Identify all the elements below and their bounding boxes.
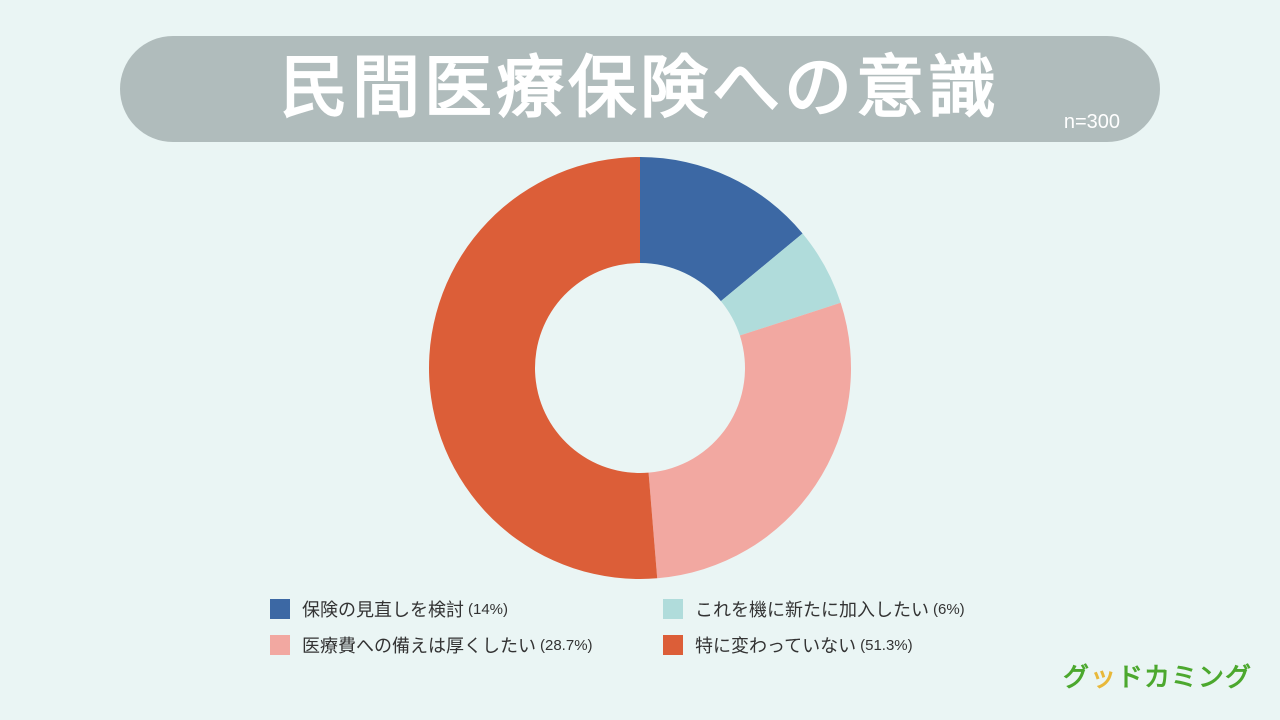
chart-title: 民間医療保険への意識: [279, 49, 1000, 128]
legend-percent: (6%): [933, 600, 965, 618]
legend-swatch: [663, 635, 683, 655]
legend-label: これを機に新たに加入したい: [695, 600, 929, 621]
slice-review: [640, 157, 803, 302]
slice-no-change: [429, 157, 658, 579]
donut-slices: [429, 157, 851, 579]
sample-size: n=300: [1063, 111, 1120, 133]
legend-item-review: 保険の見直しを検討 (14%): [270, 597, 663, 621]
legend-label: 特に変わっていない: [695, 636, 857, 657]
chart-legend: 保険の見直しを検討 (14%) これを機に新たに加入したい (6%) 医療費への…: [270, 597, 1030, 657]
title-banner: 民間医療保険への意識 n=300: [120, 36, 1160, 142]
slice-new-enroll: [720, 233, 841, 336]
legend-swatch: [663, 599, 683, 619]
brand-logo-text: グ: [1062, 663, 1090, 693]
brand-logo-text-rest: ドカミング: [1116, 663, 1252, 693]
legend-percent: (28.7%): [540, 636, 593, 654]
legend-swatch: [270, 599, 290, 619]
legend-item-medical-costs: 医療費への備えは厚くしたい (28.7%): [270, 633, 663, 657]
legend-label: 医療費への備えは厚くしたい: [302, 636, 536, 657]
brand-logo-accent: ッ: [1089, 663, 1117, 693]
legend-item-new-enroll: これを機に新たに加入したい (6%): [663, 597, 1023, 621]
legend-item-no-change: 特に変わっていない (51.3%): [663, 633, 1023, 657]
legend-label: 保険の見直しを検討: [302, 600, 464, 621]
legend-percent: (51.3%): [860, 636, 913, 654]
slice-medical-costs: [648, 302, 851, 579]
brand-logo: グッドカミング: [1063, 657, 1252, 694]
legend-swatch: [270, 635, 290, 655]
legend-percent: (14%): [468, 600, 509, 618]
